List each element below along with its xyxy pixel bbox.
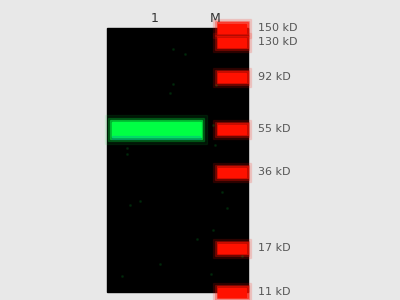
- Text: 130 kD: 130 kD: [258, 38, 298, 47]
- Bar: [218, 287, 246, 296]
- Bar: [215, 284, 249, 299]
- Bar: [215, 241, 249, 256]
- Bar: [216, 123, 248, 135]
- Bar: [215, 165, 249, 180]
- Bar: [105, 115, 207, 144]
- Text: 150 kD: 150 kD: [258, 23, 298, 33]
- Bar: [110, 120, 202, 139]
- Bar: [213, 163, 251, 182]
- Bar: [108, 118, 204, 141]
- Bar: [112, 122, 200, 136]
- Bar: [216, 166, 248, 178]
- Bar: [213, 283, 251, 300]
- Bar: [107, 28, 248, 292]
- Text: 55 kD: 55 kD: [258, 124, 290, 134]
- Text: 1: 1: [151, 11, 159, 25]
- Bar: [213, 68, 251, 87]
- Bar: [218, 23, 246, 32]
- Bar: [216, 71, 248, 83]
- Bar: [213, 120, 251, 139]
- Bar: [216, 242, 248, 254]
- Bar: [218, 38, 246, 47]
- Bar: [216, 286, 248, 298]
- Bar: [216, 22, 248, 34]
- Text: 11 kD: 11 kD: [258, 287, 290, 297]
- Bar: [218, 168, 246, 177]
- Text: 17 kD: 17 kD: [258, 243, 291, 253]
- Bar: [112, 122, 200, 137]
- Bar: [215, 35, 249, 50]
- Bar: [213, 238, 251, 257]
- Bar: [218, 73, 246, 82]
- Bar: [215, 122, 249, 137]
- Bar: [215, 20, 249, 35]
- Bar: [213, 19, 251, 38]
- Bar: [215, 70, 249, 85]
- Bar: [218, 244, 246, 253]
- Bar: [112, 136, 200, 139]
- Bar: [216, 37, 248, 49]
- Bar: [218, 125, 246, 134]
- Text: 36 kD: 36 kD: [258, 167, 290, 177]
- Text: 92 kD: 92 kD: [258, 72, 291, 82]
- Bar: [213, 33, 251, 52]
- Text: M: M: [210, 11, 220, 25]
